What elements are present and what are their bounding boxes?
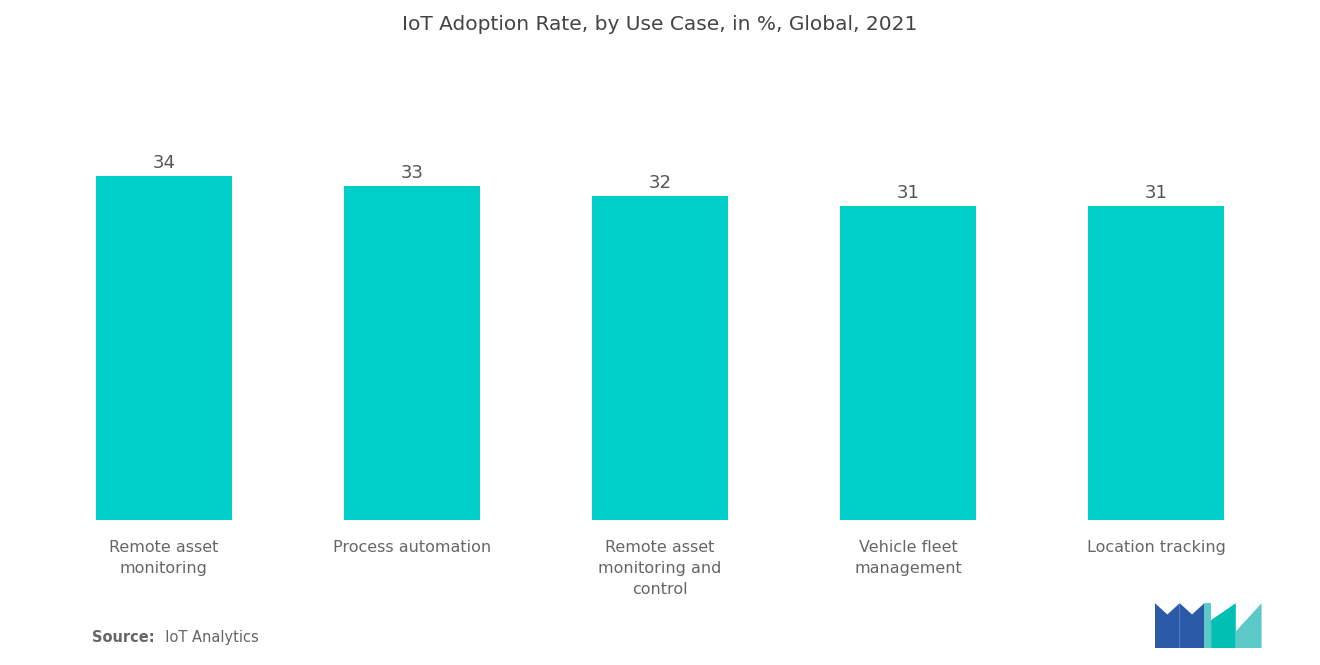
Text: 31: 31	[896, 184, 920, 202]
Bar	[591, 196, 729, 520]
Text: 32: 32	[648, 174, 672, 192]
Polygon shape	[1204, 603, 1212, 648]
Polygon shape	[1155, 603, 1180, 648]
Polygon shape	[1180, 603, 1204, 648]
Text: IoT Analytics: IoT Analytics	[156, 630, 259, 645]
Polygon shape	[1212, 603, 1236, 648]
Bar	[95, 176, 232, 520]
Text: 31: 31	[1144, 184, 1168, 202]
Bar	[840, 206, 977, 520]
Text: 33: 33	[400, 164, 424, 182]
Bar	[343, 186, 480, 520]
Polygon shape	[1236, 603, 1262, 648]
Text: Source:: Source:	[92, 630, 154, 645]
Bar	[1088, 206, 1225, 520]
Text: 34: 34	[152, 154, 176, 172]
Title: IoT Adoption Rate, by Use Case, in %, Global, 2021: IoT Adoption Rate, by Use Case, in %, Gl…	[403, 15, 917, 34]
